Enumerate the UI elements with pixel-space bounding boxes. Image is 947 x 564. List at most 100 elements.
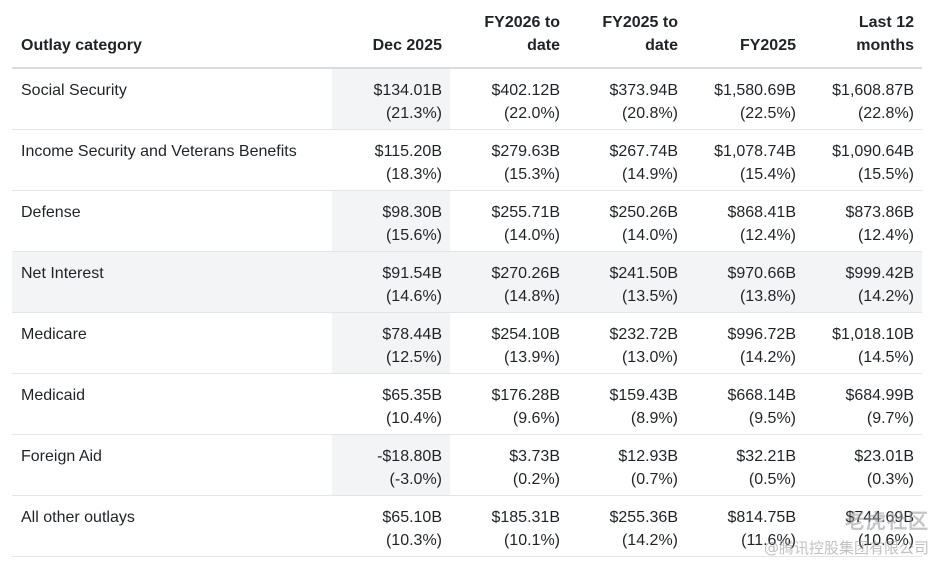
outlays-table-wrapper: Outlay category Dec 2025 FY2026 to date … bbox=[12, 0, 922, 557]
amount-value: $996.72B bbox=[727, 325, 796, 343]
amount-value: $1,018.10B bbox=[832, 325, 914, 343]
share-percent: (0.2%) bbox=[512, 470, 560, 488]
share-percent: (20.8%) bbox=[621, 105, 678, 122]
amount-value: $176.28B bbox=[491, 386, 560, 404]
amount-value: $1,078.74B bbox=[714, 142, 796, 160]
amount-value: $270.26B bbox=[491, 264, 560, 282]
share-percent: (14.5%) bbox=[857, 348, 914, 366]
amount-value: $250.26B bbox=[609, 203, 678, 221]
value-cell: $1,608.87B (22.8%) bbox=[804, 68, 922, 130]
share-percent: (14.0%) bbox=[503, 226, 560, 244]
amount-value: $970.66B bbox=[727, 264, 796, 282]
share-percent: (15.5%) bbox=[857, 165, 914, 183]
value-cell: $23.01B (0.3%) bbox=[804, 434, 922, 496]
share-percent: (21.3%) bbox=[385, 105, 442, 122]
value-cell: $115.20B (18.3%) bbox=[332, 129, 450, 191]
value-cell: $744.69B (10.6%) bbox=[804, 495, 922, 557]
share-percent: (10.1%) bbox=[503, 531, 560, 549]
share-percent: (15.4%) bbox=[739, 165, 796, 183]
header-row: Outlay category Dec 2025 FY2026 to date … bbox=[12, 0, 922, 69]
share-percent: (14.2%) bbox=[857, 287, 914, 305]
watermark-handle: @腾讯控股集团有限公司 bbox=[763, 539, 929, 557]
header-fy2025: FY2025 bbox=[686, 0, 804, 69]
amount-value: $159.43B bbox=[609, 386, 678, 404]
share-percent: (14.2%) bbox=[739, 348, 796, 366]
share-percent: (14.6%) bbox=[385, 287, 442, 305]
amount-value: $254.10B bbox=[491, 325, 560, 343]
watermark-logo-text: 老虎社区 bbox=[845, 509, 929, 533]
amount-value: $814.75B bbox=[727, 508, 796, 526]
header-fy2025-to-date: FY2025 to date bbox=[568, 0, 686, 69]
value-cell: $255.71B (14.0%) bbox=[450, 190, 568, 252]
share-percent: (22.5%) bbox=[739, 105, 796, 122]
table-row: Social Security $134.01B (21.3%) $402.12B (2… bbox=[12, 68, 922, 130]
value-cell: $232.72B (13.0%) bbox=[568, 312, 686, 374]
share-percent: (22.8%) bbox=[857, 105, 914, 122]
value-cell: $78.44B (12.5%) bbox=[332, 312, 450, 374]
value-cell: $12.93B (0.7%) bbox=[568, 434, 686, 496]
value-cell: $32.21B (0.5%) bbox=[686, 434, 804, 496]
outlay-category-cell: Foreign Aid bbox=[12, 434, 332, 496]
share-percent: (12.5%) bbox=[385, 348, 442, 366]
outlay-category-cell: Net Interest bbox=[12, 251, 332, 313]
table-row: Income Security and Veterans Benefits $11… bbox=[12, 129, 922, 191]
value-cell: $270.26B (14.8%) bbox=[450, 251, 568, 313]
amount-value: -$18.80B bbox=[377, 447, 442, 465]
amount-value: $668.14B bbox=[727, 386, 796, 404]
share-percent: (12.4%) bbox=[739, 226, 796, 244]
value-cell: $873.86B (12.4%) bbox=[804, 190, 922, 252]
amount-value: $65.10B bbox=[382, 508, 442, 526]
table-row: Defense $98.30B (15.6%) $255.71B (14.0%) $250… bbox=[12, 190, 922, 252]
value-cell: $668.14B (9.5%) bbox=[686, 373, 804, 435]
amount-value: $32.21B bbox=[736, 447, 796, 465]
share-percent: (8.9%) bbox=[630, 409, 678, 427]
table-body: Social Security $134.01B (21.3%) $402.12B (2… bbox=[12, 68, 922, 557]
amount-value: $12.93B bbox=[618, 447, 678, 465]
amount-value: $999.42B bbox=[845, 264, 914, 282]
share-percent: (15.3%) bbox=[503, 165, 560, 183]
value-cell: $3.73B (0.2%) bbox=[450, 434, 568, 496]
share-percent: (0.5%) bbox=[748, 470, 796, 488]
value-cell: $255.36B (14.2%) bbox=[568, 495, 686, 557]
value-cell: $267.74B (14.9%) bbox=[568, 129, 686, 191]
outlay-category-cell: Income Security and Veterans Benefits bbox=[12, 129, 332, 191]
share-percent: (10.6%) bbox=[857, 531, 914, 549]
value-cell: $402.12B (22.0%) bbox=[450, 68, 568, 130]
value-cell: -$18.80B (-3.0%) bbox=[332, 434, 450, 496]
table-row: Net Interest $91.54B (14.6%) $270.26B (14.8%… bbox=[12, 251, 922, 313]
table-row: Foreign Aid -$18.80B (-3.0%) $3.73B (0.2%) $1… bbox=[12, 434, 922, 496]
value-cell: $98.30B (15.6%) bbox=[332, 190, 450, 252]
value-cell: $254.10B (13.9%) bbox=[450, 312, 568, 374]
table-row: All other outlays $65.10B (10.3%) $185.31B (… bbox=[12, 495, 922, 557]
amount-value: $868.41B bbox=[727, 203, 796, 221]
share-percent: (10.4%) bbox=[385, 409, 442, 427]
amount-value: $23.01B bbox=[854, 447, 914, 465]
value-cell: $684.99B (9.7%) bbox=[804, 373, 922, 435]
amount-value: $255.36B bbox=[609, 508, 678, 526]
amount-value: $65.35B bbox=[382, 386, 442, 404]
value-cell: $373.94B (20.8%) bbox=[568, 68, 686, 130]
amount-value: $255.71B bbox=[491, 203, 560, 221]
outlay-category-cell: Medicare bbox=[12, 312, 332, 374]
share-percent: (-3.0%) bbox=[389, 470, 442, 488]
value-cell: $814.75B (11.6%) bbox=[686, 495, 804, 557]
outlay-category-cell: All other outlays bbox=[12, 495, 332, 557]
amount-value: $373.94B bbox=[609, 82, 678, 99]
value-cell: $868.41B (12.4%) bbox=[686, 190, 804, 252]
value-cell: $185.31B (10.1%) bbox=[450, 495, 568, 557]
value-cell: $1,078.74B (15.4%) bbox=[686, 129, 804, 191]
share-percent: (15.6%) bbox=[385, 226, 442, 244]
value-cell: $250.26B (14.0%) bbox=[568, 190, 686, 252]
header-dec-2025: Dec 2025 bbox=[332, 0, 450, 69]
amount-value: $185.31B bbox=[491, 508, 560, 526]
outlay-category-cell: Defense bbox=[12, 190, 332, 252]
share-percent: (13.8%) bbox=[739, 287, 796, 305]
table-row: Medicaid $65.35B (10.4%) $176.28B (9.6%) $159… bbox=[12, 373, 922, 435]
value-cell: $134.01B (21.3%) bbox=[332, 68, 450, 130]
amount-value: $684.99B bbox=[845, 386, 914, 404]
amount-value: $98.30B bbox=[382, 203, 442, 221]
value-cell: $176.28B (9.6%) bbox=[450, 373, 568, 435]
share-percent: (12.4%) bbox=[857, 226, 914, 244]
share-percent: (10.3%) bbox=[385, 531, 442, 549]
value-cell: $91.54B (14.6%) bbox=[332, 251, 450, 313]
